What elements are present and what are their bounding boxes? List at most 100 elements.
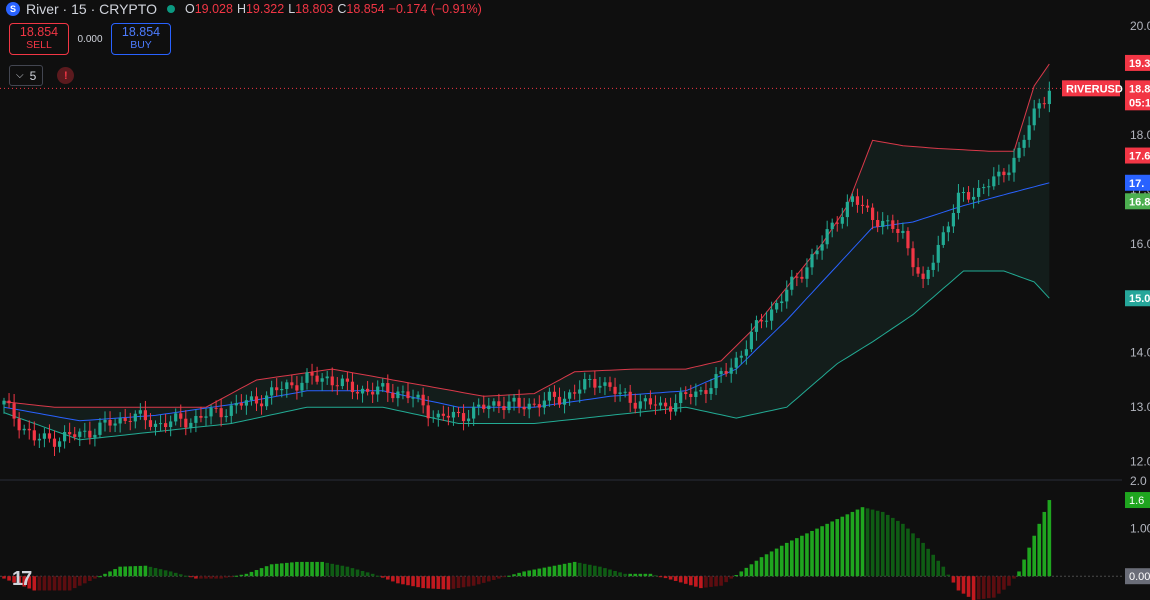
- osc-bar: [158, 569, 163, 577]
- candle: [451, 406, 456, 426]
- osc-bar: [719, 576, 723, 586]
- osc-bar: [921, 542, 925, 577]
- osc-value-label: 1.6: [1125, 492, 1150, 509]
- ohlc-open: O19.028: [184, 2, 233, 16]
- candle: [972, 187, 976, 209]
- candle: [648, 390, 652, 409]
- osc-bar: [704, 576, 708, 588]
- osc-bar: [683, 576, 688, 584]
- candle: [52, 430, 57, 456]
- osc-bar: [83, 576, 87, 584]
- candle: [492, 398, 496, 412]
- osc-bar: [269, 564, 274, 577]
- candle: [472, 402, 476, 426]
- candle: [517, 389, 521, 414]
- osc-bar: [779, 545, 784, 577]
- band-fill: [4, 64, 1050, 440]
- sell-button[interactable]: 18.854 SELL: [9, 23, 69, 55]
- osc-tick-label: 1.00: [1130, 522, 1150, 536]
- osc-bar: [214, 576, 218, 579]
- candle: [467, 409, 471, 427]
- candle: [961, 187, 966, 202]
- warning-icon[interactable]: !: [57, 67, 75, 84]
- tradingview-logo[interactable]: 17: [12, 568, 32, 590]
- trade-panel: 18.854 SELL 0.000 18.854 BUY: [9, 23, 171, 55]
- candle: [305, 368, 309, 390]
- osc-bar: [517, 572, 521, 577]
- candle: [744, 340, 748, 365]
- svg-text:1.6: 1.6: [1129, 495, 1144, 507]
- osc-bar: [153, 568, 158, 577]
- candle: [1022, 134, 1026, 157]
- candle: [729, 358, 733, 383]
- candle: [295, 376, 299, 400]
- indicators-collapse-button[interactable]: ⌵ 5: [9, 65, 44, 86]
- candlestick-series: [2, 81, 1051, 456]
- candle: [123, 408, 127, 424]
- symbol-title[interactable]: River · 15 · CRYPTO: [26, 1, 157, 17]
- osc-bar: [754, 560, 759, 577]
- candle: [487, 397, 491, 419]
- svg-text:05:1: 05:1: [1129, 97, 1150, 109]
- osc-bar: [830, 521, 834, 577]
- candle: [951, 204, 955, 233]
- osc-bar: [17, 576, 21, 585]
- candle: [335, 377, 339, 396]
- candle: [320, 373, 324, 391]
- osc-bar: [259, 568, 264, 577]
- osc-bar: [320, 561, 324, 577]
- candle: [502, 396, 506, 419]
- candle: [1032, 99, 1036, 131]
- candle: [916, 257, 920, 278]
- osc-bar: [774, 548, 779, 577]
- candle: [199, 406, 203, 423]
- price-tick-label: 13.0: [1130, 400, 1150, 414]
- candle: [689, 384, 693, 405]
- indicators-count: 5: [29, 68, 37, 83]
- osc-bar: [42, 576, 47, 591]
- candle: [871, 203, 875, 230]
- sell-price: 18.854: [19, 25, 59, 39]
- osc-bar: [744, 567, 749, 577]
- osc-bar: [406, 576, 410, 586]
- osc-bar: [194, 576, 198, 579]
- candle: [42, 427, 46, 448]
- buy-price: 18.854: [121, 25, 161, 39]
- candle: [57, 437, 62, 453]
- candle: [926, 266, 930, 286]
- osc-bar: [264, 566, 269, 577]
- osc-bar: [401, 576, 405, 585]
- osc-bar: [421, 576, 425, 589]
- candle: [992, 167, 996, 190]
- price-change: −0.174 (−0.91%): [388, 2, 482, 16]
- osc-bar: [189, 576, 193, 578]
- buy-button[interactable]: 18.854 BUY: [111, 23, 171, 55]
- candle: [360, 385, 365, 403]
- candle: [658, 396, 663, 411]
- candle: [153, 420, 158, 436]
- candle: [396, 386, 400, 407]
- osc-bar: [380, 576, 385, 578]
- osc-bar: [603, 568, 607, 577]
- osc-bar: [224, 576, 228, 578]
- candle: [815, 245, 819, 260]
- osc-bar: [487, 576, 491, 582]
- candle: [401, 385, 405, 400]
- osc-bar: [714, 576, 718, 587]
- candle: [1042, 96, 1046, 109]
- candle: [22, 424, 26, 435]
- candle: [759, 313, 764, 329]
- candle: [840, 207, 844, 229]
- osc-bar: [759, 557, 764, 577]
- grid-lines: [0, 87, 1122, 481]
- bollinger-bands: [3, 63, 1050, 441]
- osc-bar: [855, 509, 860, 577]
- svg-text:15.0: 15.0: [1129, 293, 1150, 305]
- candle: [921, 266, 925, 289]
- candle: [219, 398, 223, 427]
- osc-bar: [27, 576, 32, 589]
- osc-bar: [507, 575, 511, 577]
- candle: [876, 211, 880, 233]
- candle: [754, 315, 759, 341]
